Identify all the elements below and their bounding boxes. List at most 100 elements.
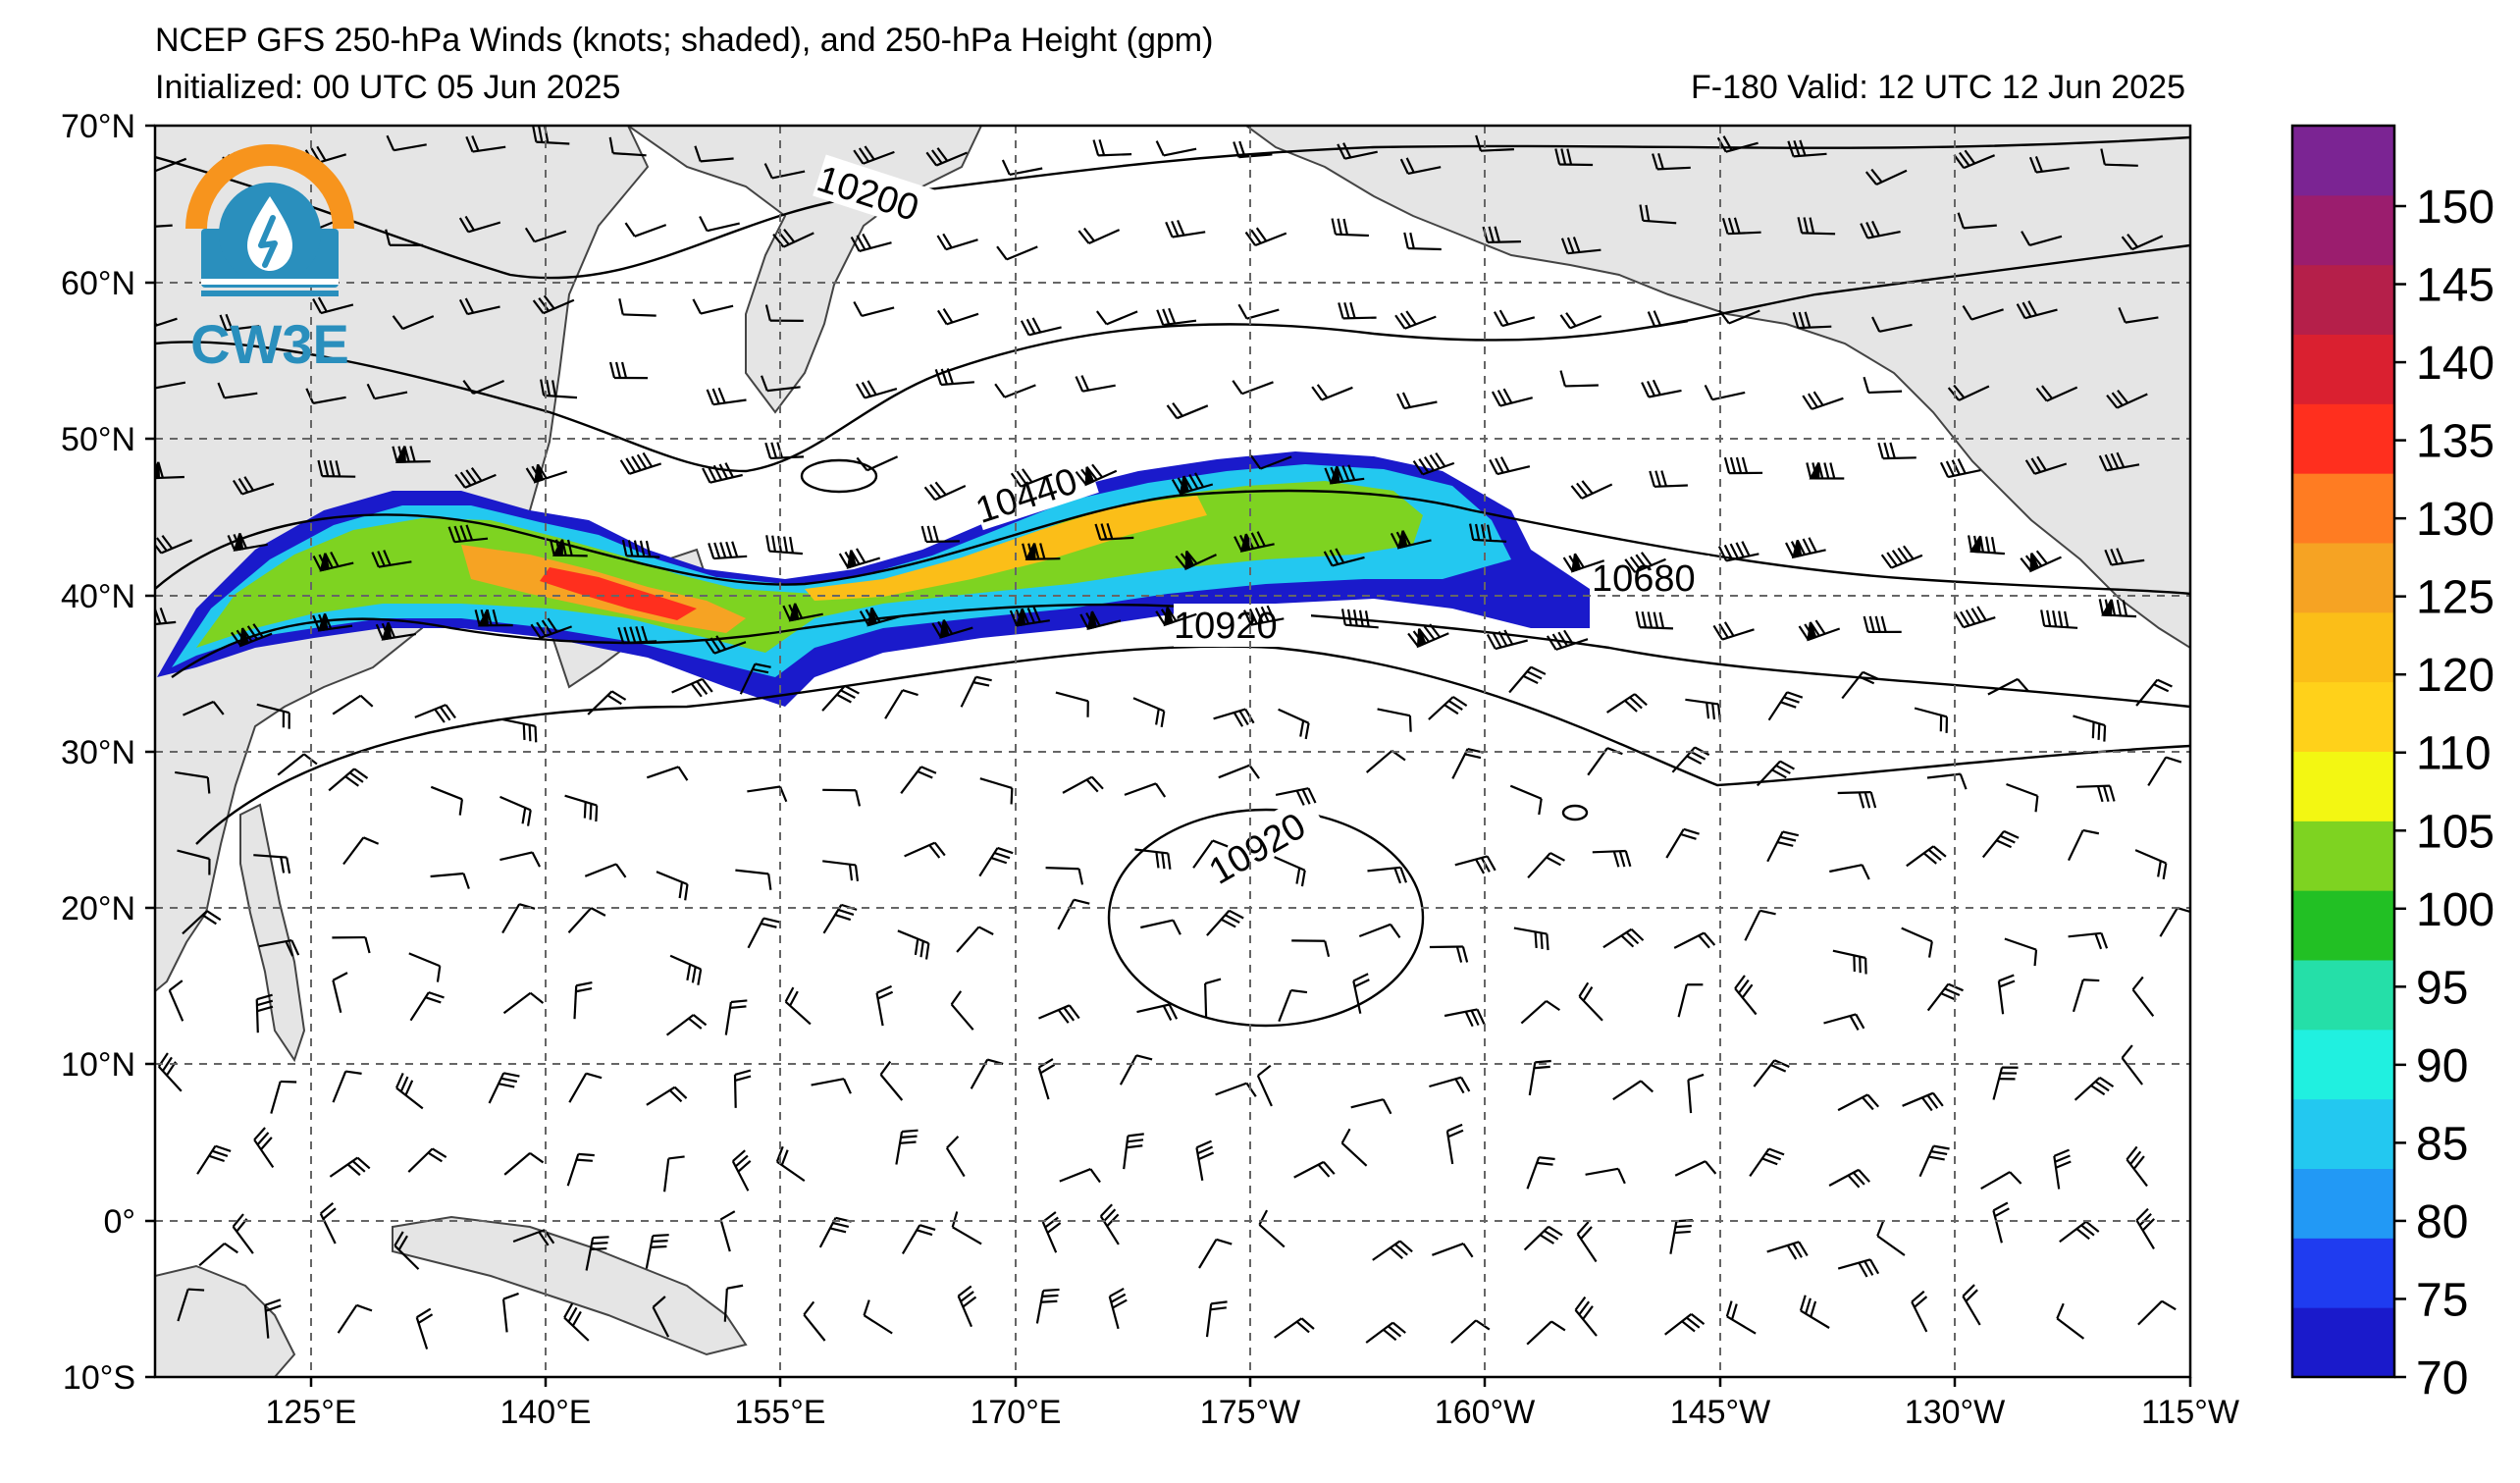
wind-barb [499,795,532,826]
wind-barb [838,548,881,569]
wind-barb [1171,472,1214,496]
wind-barb [1274,1317,1315,1339]
wind-barb [1274,856,1306,887]
wind-barb [1527,852,1565,879]
wind-barb [2098,599,2137,618]
wind-barb [996,245,1038,261]
wind-barb [317,459,356,478]
wind-barb [822,788,862,807]
colorbar-swatch [2292,334,2394,404]
wind-barb [1372,1240,1413,1261]
wind-barb [850,233,892,253]
wind-barb [1871,316,1913,333]
wind-barb [618,298,656,317]
colorbar-swatch [2292,1307,2394,1378]
valid-time: F-180 Valid: 12 UTC 12 Jun 2025 [1691,69,2185,106]
wind-barb [1055,691,1089,717]
wind-barb [1798,619,1841,642]
wind-barb [253,854,291,874]
wind-barb [1218,764,1260,779]
wind-barb [2098,451,2140,472]
wind-barb [2134,849,2168,880]
wind-barb [1837,1258,1880,1278]
lat-label: 10°N [61,1046,135,1084]
wind-barb [530,617,572,639]
wind-barb [430,785,464,816]
wind-barb [1509,784,1543,816]
wind-barb [1526,1320,1566,1346]
wind-barb [1192,839,1229,869]
wind-barb [923,481,967,502]
wind-barb [312,612,353,632]
lon-label: 175°W [1200,1394,1300,1431]
wind-barb [1578,981,1603,1022]
wind-barb [617,625,657,645]
lon-label: 125°E [265,1394,356,1431]
colorbar-label: 80 [2416,1196,2468,1248]
wind-barb [1275,787,1317,806]
wind-barb [1340,609,1379,629]
wind-barb [775,1145,806,1183]
wind-barb [1799,1295,1830,1329]
lat-label: 30°N [61,734,135,771]
colorbar-label: 90 [2416,1040,2468,1092]
wind-barb [584,863,627,878]
wind-barb [1766,830,1800,863]
wind-barb [1205,1300,1228,1338]
wind-barb [585,1236,609,1271]
wind-barb [371,550,412,568]
wind-barb [1508,665,1547,694]
wind-barb [573,980,593,1020]
wind-barb [747,917,780,949]
contour-label-10920-a: 10920 [1174,606,1278,647]
wind-barb [1716,135,1759,153]
wind-barb [1079,610,1122,631]
wind-barb [1962,304,2004,321]
wind-barb [723,1284,744,1322]
wind-barb [671,677,713,698]
wind-barb [936,233,978,251]
wind-barb [499,851,542,868]
wind-barb [1237,303,1280,320]
wind-barb [1323,548,1365,567]
colorbar-label: 150 [2416,182,2494,234]
wind-barb [1377,708,1412,732]
wind-barb [934,368,974,387]
wind-barb [2126,1145,2148,1188]
lat-labels: 70°N 60°N 50°N 40°N 30°N 20°N 10°N 0° 10… [61,108,135,1397]
wind-barb [1108,1287,1128,1330]
wind-barb [1059,1168,1101,1184]
wind-barb [375,621,416,641]
wind-barb [2135,678,2173,707]
wind-barb [1134,848,1172,870]
wind-barb [733,1069,752,1108]
wind-barb [1092,139,1132,157]
wind-barb [395,1072,424,1110]
wind-barb [1022,543,1061,560]
wind-barb [1652,152,1691,171]
wind-barb [1206,909,1244,936]
wind-barb [1797,217,1836,236]
wind-barb [1432,1243,1474,1258]
wind-barb [1057,898,1090,930]
lat-label: 60°N [61,265,135,302]
colorbar-label: 120 [2416,650,2494,702]
wind-barb [1340,1128,1368,1167]
wind-barb [1396,392,1438,410]
wind-barb [1641,379,1682,398]
wind-barb [960,675,992,708]
wind-barb [2004,937,2038,967]
wind-barb [1837,791,1877,809]
wind-barb [501,718,538,743]
wind-barb [2135,1207,2155,1249]
wind-barb [1293,1160,1336,1179]
cw3e-logo: CW3E [185,144,354,371]
colorbar-label: 70 [2416,1352,2468,1404]
wind-barb [1156,307,1197,327]
wind-barb [264,1298,282,1339]
wind-barb [624,222,667,238]
lon-label: 115°W [2141,1394,2239,1431]
wind-barb [2159,906,2190,937]
wind-barb [1639,204,1677,225]
wind-barb [407,1147,447,1173]
